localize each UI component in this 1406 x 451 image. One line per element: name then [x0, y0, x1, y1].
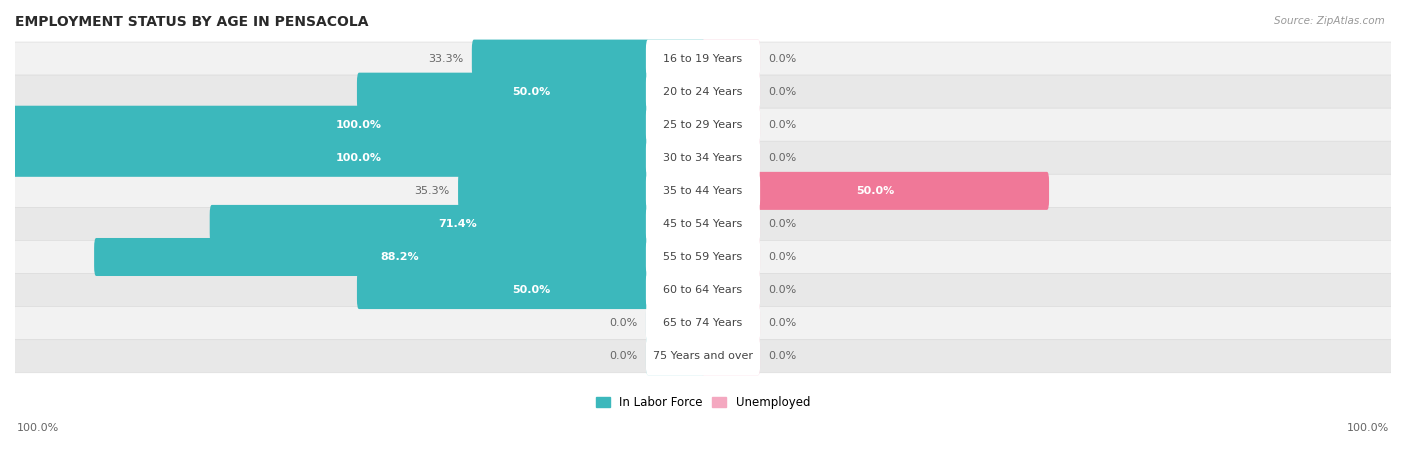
Text: 30 to 34 Years: 30 to 34 Years	[664, 153, 742, 163]
FancyBboxPatch shape	[702, 172, 1049, 210]
Text: 35 to 44 Years: 35 to 44 Years	[664, 186, 742, 196]
Text: 0.0%: 0.0%	[768, 54, 797, 64]
FancyBboxPatch shape	[702, 205, 761, 243]
Text: 45 to 54 Years: 45 to 54 Years	[664, 219, 742, 229]
Text: 0.0%: 0.0%	[768, 252, 797, 262]
Text: 100.0%: 100.0%	[336, 120, 382, 130]
FancyBboxPatch shape	[357, 271, 704, 309]
FancyBboxPatch shape	[702, 139, 761, 177]
FancyBboxPatch shape	[645, 337, 761, 375]
Text: 0.0%: 0.0%	[768, 120, 797, 130]
Text: 0.0%: 0.0%	[768, 153, 797, 163]
FancyBboxPatch shape	[357, 73, 704, 110]
Text: 50.0%: 50.0%	[512, 87, 550, 97]
FancyBboxPatch shape	[14, 141, 1392, 175]
FancyBboxPatch shape	[14, 240, 1392, 273]
Text: 16 to 19 Years: 16 to 19 Years	[664, 54, 742, 64]
Text: 50.0%: 50.0%	[856, 186, 894, 196]
FancyBboxPatch shape	[14, 340, 1392, 373]
Text: 75 Years and over: 75 Years and over	[652, 351, 754, 361]
Text: 35.3%: 35.3%	[415, 186, 450, 196]
Text: 100.0%: 100.0%	[17, 423, 59, 433]
FancyBboxPatch shape	[645, 73, 761, 110]
Text: EMPLOYMENT STATUS BY AGE IN PENSACOLA: EMPLOYMENT STATUS BY AGE IN PENSACOLA	[15, 15, 368, 29]
FancyBboxPatch shape	[14, 75, 1392, 108]
FancyBboxPatch shape	[14, 42, 1392, 75]
FancyBboxPatch shape	[14, 175, 1392, 207]
FancyBboxPatch shape	[13, 106, 704, 144]
Text: Source: ZipAtlas.com: Source: ZipAtlas.com	[1274, 16, 1385, 26]
FancyBboxPatch shape	[645, 304, 761, 342]
FancyBboxPatch shape	[13, 139, 704, 177]
Text: 0.0%: 0.0%	[609, 318, 638, 328]
FancyBboxPatch shape	[645, 304, 704, 342]
Text: 0.0%: 0.0%	[768, 351, 797, 361]
FancyBboxPatch shape	[702, 106, 761, 144]
FancyBboxPatch shape	[14, 108, 1392, 141]
FancyBboxPatch shape	[14, 207, 1392, 240]
Text: 0.0%: 0.0%	[609, 351, 638, 361]
FancyBboxPatch shape	[645, 106, 761, 144]
FancyBboxPatch shape	[702, 271, 761, 309]
Text: 0.0%: 0.0%	[768, 87, 797, 97]
Text: 88.2%: 88.2%	[380, 252, 419, 262]
FancyBboxPatch shape	[472, 40, 704, 78]
FancyBboxPatch shape	[645, 238, 761, 276]
Text: 65 to 74 Years: 65 to 74 Years	[664, 318, 742, 328]
Text: 0.0%: 0.0%	[768, 219, 797, 229]
Text: 50.0%: 50.0%	[512, 285, 550, 295]
FancyBboxPatch shape	[645, 139, 761, 177]
FancyBboxPatch shape	[702, 40, 761, 78]
Text: 0.0%: 0.0%	[768, 318, 797, 328]
FancyBboxPatch shape	[14, 307, 1392, 340]
FancyBboxPatch shape	[645, 172, 761, 210]
FancyBboxPatch shape	[209, 205, 704, 243]
Text: 100.0%: 100.0%	[1347, 423, 1389, 433]
Text: 25 to 29 Years: 25 to 29 Years	[664, 120, 742, 130]
Text: 20 to 24 Years: 20 to 24 Years	[664, 87, 742, 97]
FancyBboxPatch shape	[702, 73, 761, 110]
Text: 0.0%: 0.0%	[768, 285, 797, 295]
Text: 55 to 59 Years: 55 to 59 Years	[664, 252, 742, 262]
FancyBboxPatch shape	[645, 337, 704, 375]
FancyBboxPatch shape	[702, 337, 761, 375]
FancyBboxPatch shape	[645, 205, 761, 243]
FancyBboxPatch shape	[702, 238, 761, 276]
FancyBboxPatch shape	[702, 172, 761, 210]
FancyBboxPatch shape	[458, 172, 704, 210]
FancyBboxPatch shape	[14, 273, 1392, 307]
Text: 71.4%: 71.4%	[439, 219, 477, 229]
FancyBboxPatch shape	[645, 40, 761, 78]
Text: 33.3%: 33.3%	[429, 54, 464, 64]
FancyBboxPatch shape	[702, 304, 761, 342]
FancyBboxPatch shape	[94, 238, 704, 276]
Text: 100.0%: 100.0%	[336, 153, 382, 163]
Legend: In Labor Force, Unemployed: In Labor Force, Unemployed	[592, 392, 814, 413]
Text: 60 to 64 Years: 60 to 64 Years	[664, 285, 742, 295]
FancyBboxPatch shape	[645, 271, 761, 309]
